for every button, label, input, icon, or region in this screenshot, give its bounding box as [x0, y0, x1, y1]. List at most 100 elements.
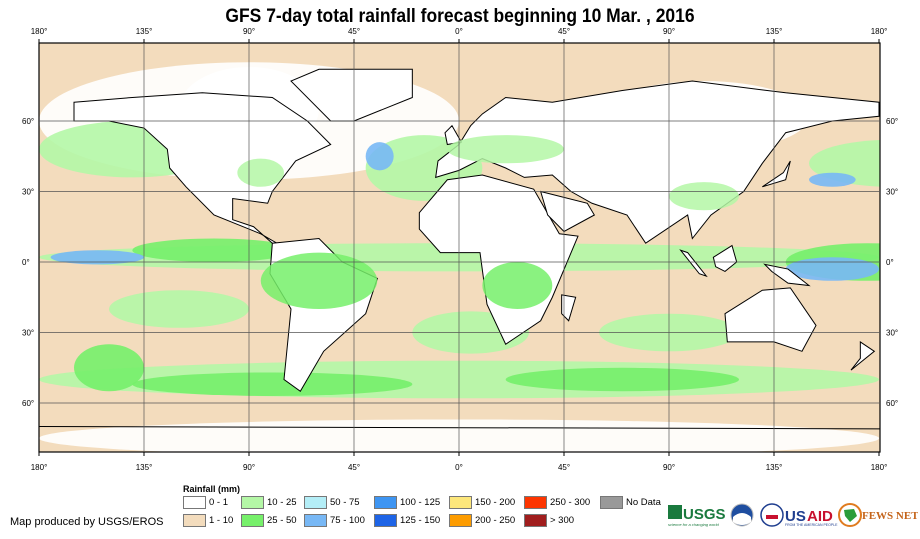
new-guinea-landmass: [763, 263, 811, 287]
legend-label: 10 - 25: [267, 497, 297, 508]
partner-logos: USGS science for a changing world US AID…: [668, 503, 918, 527]
antarctica-coast: [39, 426, 880, 430]
madagascar-landmass: [561, 294, 577, 322]
credit-text: Map produced by USGS/EROS: [10, 516, 164, 528]
latitude-label-left: 30°: [22, 329, 34, 338]
legend-item: No Data: [600, 496, 661, 509]
legend-item: 1 - 10: [183, 514, 233, 527]
longitude-label-top: 90°: [663, 27, 675, 36]
rainfall-zone: [50, 250, 144, 265]
legend-label: 0 - 1: [209, 497, 229, 508]
noaa-logo: [730, 503, 754, 527]
latitude-label-right: 60°: [886, 117, 898, 126]
rainfall-zone: [447, 135, 564, 164]
rainfall-zone: [505, 367, 739, 392]
rainfall-zone: [482, 262, 553, 309]
longitude-label-top: 135°: [136, 27, 153, 36]
latitude-label-left: 0°: [22, 258, 30, 267]
longitude-label-bottom: 45°: [348, 463, 360, 472]
longitude-label-bottom: 135°: [136, 463, 153, 472]
legend-item: 250 - 300: [524, 496, 590, 509]
longitude-label-bottom: 90°: [243, 463, 255, 472]
legend-label: No Data: [626, 497, 661, 508]
latitude-label-left: 60°: [22, 399, 34, 408]
usaid-logo: US AID FROM THE AMERICAN PEOPLE: [760, 503, 838, 527]
latitude-label-left: 60°: [22, 117, 34, 126]
legend-swatch: [449, 496, 472, 509]
legend-label: 125 - 150: [400, 515, 441, 526]
rainfall-zone: [109, 290, 249, 328]
longitude-label-top: 45°: [348, 27, 360, 36]
legend-label: > 300: [550, 515, 575, 526]
longitude-label-top: 180°: [871, 27, 888, 36]
eurasia-landmass: [435, 80, 880, 244]
legend-label: 1 - 10: [209, 515, 234, 526]
australia-landmass: [724, 287, 817, 352]
legend-swatch: [183, 514, 206, 527]
legend-label: 75 - 100: [330, 515, 365, 526]
longitude-label-top: 45°: [558, 27, 570, 36]
legend-swatch: [241, 496, 264, 509]
latitude-label-right: 30°: [886, 329, 898, 338]
longitude-label-bottom: 180°: [871, 463, 888, 472]
svg-text:AID: AID: [807, 508, 833, 525]
svg-text:USGS: USGS: [683, 506, 726, 523]
rainfall-zone: [74, 344, 144, 392]
svg-text:FEWS NET: FEWS NET: [862, 510, 918, 522]
svg-text:science for a changing world: science for a changing world: [668, 522, 719, 527]
rainfall-zone: [132, 238, 296, 262]
rainfall-zone: [669, 182, 739, 211]
legend-swatch: [304, 496, 327, 509]
rainfall-zone: [785, 257, 879, 281]
legend-swatch: [304, 514, 327, 527]
latitude-label-left: 30°: [22, 188, 34, 197]
svg-text:FROM THE AMERICAN PEOPLE: FROM THE AMERICAN PEOPLE: [785, 523, 838, 527]
legend-swatch: [374, 514, 397, 527]
graticule: [39, 43, 880, 452]
fewsnet-logo: FEWS NET: [838, 503, 918, 527]
latitude-label-right: 30°: [886, 188, 898, 197]
legend-swatch: [524, 514, 547, 527]
legend-label: 250 - 300: [550, 497, 591, 508]
legend-item: 150 - 200: [449, 496, 515, 509]
borneo-landmass: [712, 244, 738, 272]
legend-item: 0 - 1: [183, 496, 228, 509]
longitude-label-bottom: 90°: [663, 463, 675, 472]
legend-swatch: [241, 514, 264, 527]
legend-item: 100 - 125: [374, 496, 440, 509]
legend-label: 200 - 250: [475, 515, 516, 526]
map-title: GFS 7-day total rainfall forecast beginn…: [225, 6, 695, 27]
legend-item: 25 - 50: [241, 514, 297, 527]
legend-label: 50 - 75: [330, 497, 360, 508]
legend-label: 150 - 200: [475, 497, 516, 508]
longitude-label-top: 180°: [31, 27, 48, 36]
longitude-label-bottom: 135°: [766, 463, 783, 472]
rainfall-zone: [809, 172, 856, 187]
legend-label: 100 - 125: [400, 497, 441, 508]
legend-swatch: [449, 514, 472, 527]
legend-swatch: [600, 496, 623, 509]
legend-label: 25 - 50: [267, 515, 297, 526]
latitude-label-right: 60°: [886, 399, 898, 408]
usgs-logo: USGS science for a changing world: [668, 505, 726, 527]
rainfall-zone: [132, 372, 413, 396]
rainfall-map: 180° 180° 135° 135° 90° 90° 45° 45° 0° 0° 45° 45° 90…: [22, 27, 898, 472]
sumatra-landmass: [679, 249, 708, 278]
north-america-landmass: [73, 92, 332, 244]
new-zealand-landmass: [850, 340, 876, 371]
rainfall-zone: [237, 158, 284, 187]
legend-swatch: [183, 496, 206, 509]
longitude-label-bottom: 180°: [31, 463, 48, 472]
longitude-label-bottom: 45°: [558, 463, 570, 472]
longitude-label-bottom: 0°: [455, 463, 463, 472]
legend-item: 200 - 250: [449, 514, 515, 527]
rainfall-zone: [260, 252, 378, 309]
japan-landmass: [762, 160, 791, 188]
rainfall-zone: [365, 142, 394, 171]
arabia-landmass: [539, 190, 596, 233]
svg-text:US: US: [785, 508, 806, 525]
longitude-label-top: 90°: [243, 27, 255, 36]
legend-swatch: [524, 496, 547, 509]
legend-item: 10 - 25: [241, 496, 297, 509]
longitude-label-top: 135°: [766, 27, 783, 36]
